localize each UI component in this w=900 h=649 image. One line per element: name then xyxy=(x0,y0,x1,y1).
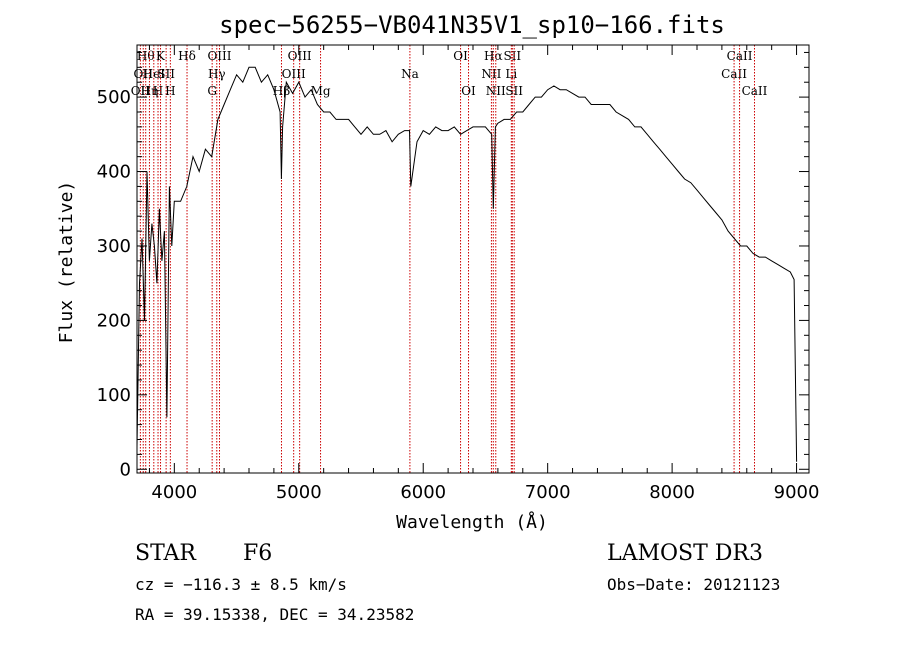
spectrum-series-line xyxy=(136,66,798,462)
line-label-22: NII xyxy=(486,84,506,98)
line-label-8: H xyxy=(165,84,175,98)
line-label-4: HeI xyxy=(143,67,166,81)
y-axis-title: Flux (relative) xyxy=(56,181,77,344)
x-tick-label-2: 6000 xyxy=(400,482,446,503)
coordinates-text: RA = 39.15338, DEC = 34.23582 xyxy=(135,605,414,624)
y-tick-label-5: 500 xyxy=(97,87,131,108)
object-class: STAR xyxy=(135,541,197,566)
line-label-27: CaII xyxy=(727,49,753,63)
y-tick-label-3: 300 xyxy=(97,236,131,257)
line-label-16: Mg xyxy=(311,84,331,98)
redshift-text: cz = −116.3 ± 8.5 km/s xyxy=(135,575,347,594)
line-label-15: OIII xyxy=(288,49,312,63)
line-label-19: OI xyxy=(461,84,476,98)
y-axis-ticks: 0 100 200 300 400 500 xyxy=(97,51,809,480)
line-label-5: H xyxy=(153,84,163,98)
line-label-1: OII xyxy=(134,67,154,81)
line-label-25: SII xyxy=(505,84,523,98)
x-tick-label-5: 9000 xyxy=(774,482,820,503)
line-label-7: SII xyxy=(157,67,175,81)
y-tick-label-0: 0 xyxy=(120,459,131,480)
line-label-10: G xyxy=(207,84,217,98)
line-label-11: Hγ xyxy=(208,67,226,81)
survey-label: LAMOST DR3 xyxy=(607,541,763,566)
line-label-21: Hα xyxy=(484,49,503,63)
obs-date-text: Obs−Date: 20121123 xyxy=(607,575,780,594)
line-label-9: Hδ xyxy=(178,49,196,63)
x-tick-label-0: 4000 xyxy=(151,482,197,503)
object-subclass: F6 xyxy=(243,541,272,566)
x-tick-label-3: 7000 xyxy=(525,482,571,503)
line-label-24: SII xyxy=(503,49,521,63)
line-label-28: CaII xyxy=(742,84,768,98)
x-axis-ticks: 4000 5000 6000 7000 8000 9000 xyxy=(148,45,820,503)
line-label-6: K xyxy=(156,49,166,63)
spectral-line-markers: OIIOIIHθHηHeIHKSIIHHδGHγOIIIHβOIIIOIIIMg… xyxy=(131,45,768,473)
y-tick-label-4: 400 xyxy=(97,162,131,183)
line-label-18: OI xyxy=(453,49,468,63)
line-label-23: Li xyxy=(505,67,517,81)
line-label-26: CaII xyxy=(721,67,747,81)
line-label-17: Na xyxy=(401,67,419,81)
line-label-12: OIII xyxy=(207,49,231,63)
x-axis-title: Wavelength (Å) xyxy=(396,511,548,533)
plot-area: OIIOIIHθHηHeIHKSIIHHδGHγOIIIHβOIIIOIIIMg… xyxy=(131,45,798,473)
x-tick-label-4: 8000 xyxy=(649,482,695,503)
y-tick-label-2: 200 xyxy=(97,310,131,331)
y-tick-label-1: 100 xyxy=(97,385,131,406)
line-label-2: Hθ xyxy=(137,49,155,63)
x-tick-label-1: 5000 xyxy=(276,482,322,503)
plot-frame xyxy=(136,44,810,474)
line-label-20: NII xyxy=(481,67,501,81)
line-label-14: OIII xyxy=(282,67,306,81)
chart-title: spec−56255−VB041N35V1_sp10−166.fits xyxy=(219,11,725,39)
